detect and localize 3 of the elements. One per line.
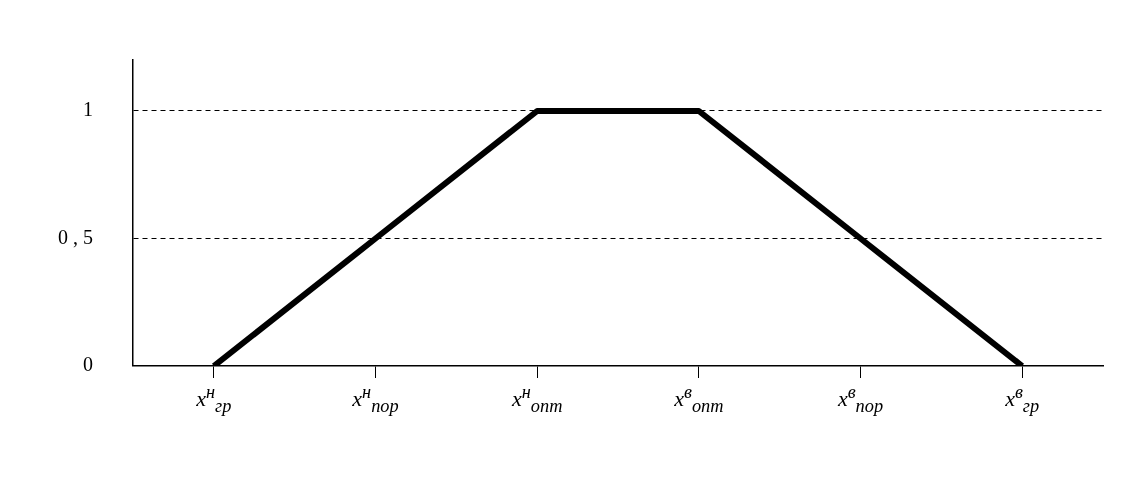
y-tick-label: 0 , 5 <box>58 225 93 248</box>
y-tick-label: 0 <box>83 353 93 376</box>
y-tick-label: 1 <box>83 98 93 121</box>
